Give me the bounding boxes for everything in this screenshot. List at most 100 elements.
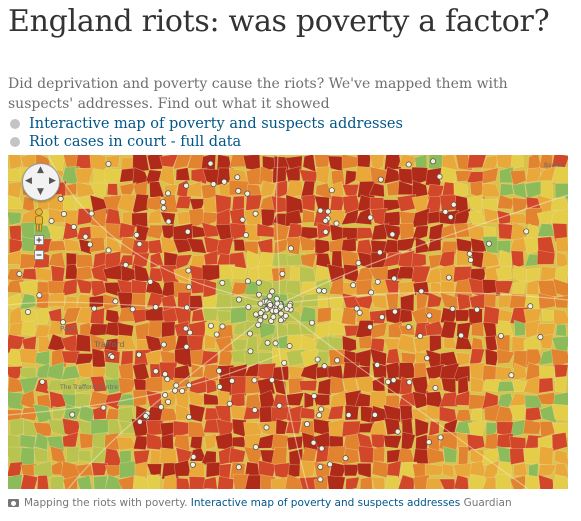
poverty-map[interactable]: Trafford The Trafford Centre Barton Park… (8, 155, 568, 489)
suspect-marker[interactable] (152, 304, 159, 311)
suspect-marker[interactable] (368, 289, 375, 296)
suspect-marker[interactable] (185, 284, 192, 290)
suspect-marker[interactable] (183, 304, 190, 311)
suspect-marker[interactable] (374, 278, 381, 285)
suspect-marker[interactable] (252, 444, 259, 451)
suspect-marker[interactable] (235, 464, 242, 471)
caption-map-link[interactable]: Interactive map of poverty and suspects … (190, 497, 461, 509)
suspect-marker[interactable] (418, 288, 425, 295)
suspect-marker[interactable] (308, 319, 315, 326)
suspect-marker[interactable] (442, 208, 449, 215)
suspect-marker[interactable] (377, 176, 384, 183)
suspect-marker[interactable] (100, 404, 107, 411)
suspect-marker[interactable] (57, 195, 64, 202)
suspect-marker[interactable] (485, 240, 492, 247)
suspect-marker[interactable] (508, 372, 515, 379)
suspect-marker[interactable] (69, 411, 76, 418)
suspect-marker[interactable] (317, 476, 324, 483)
suspect-marker[interactable] (374, 361, 381, 368)
suspect-marker[interactable] (182, 325, 189, 332)
suspect-marker[interactable] (186, 414, 193, 420)
suspect-marker[interactable] (142, 413, 149, 420)
suspect-marker[interactable] (60, 211, 67, 217)
suspect-marker[interactable] (263, 424, 270, 431)
suspect-marker[interactable] (270, 313, 277, 320)
suspect-marker[interactable] (264, 339, 271, 346)
suspect-marker[interactable] (278, 310, 284, 317)
suspect-marker[interactable] (328, 187, 335, 194)
suspect-marker[interactable] (16, 270, 23, 277)
suspect-marker[interactable] (60, 319, 66, 326)
suspect-marker[interactable] (458, 332, 465, 339)
suspect-marker[interactable] (450, 201, 457, 208)
suspect-marker[interactable] (109, 353, 116, 360)
suspect-marker[interactable] (394, 428, 401, 435)
suspect-marker[interactable] (133, 232, 140, 238)
suspect-marker[interactable] (255, 321, 262, 328)
suspect-marker[interactable] (252, 210, 259, 217)
suspect-marker[interactable] (527, 303, 534, 310)
suspect-marker[interactable] (162, 392, 169, 399)
suspect-marker[interactable] (162, 371, 169, 378)
suspect-marker[interactable] (391, 308, 398, 315)
suspect-marker[interactable] (208, 322, 214, 329)
suspect-marker[interactable] (172, 387, 178, 394)
pan-up-icon[interactable]: ▲ (37, 165, 44, 175)
suspect-marker[interactable] (342, 455, 349, 462)
suspect-marker[interactable] (160, 205, 167, 212)
suspect-marker[interactable] (432, 384, 439, 391)
suspect-marker[interactable] (221, 178, 228, 185)
suspect-marker[interactable] (122, 262, 129, 268)
suspect-marker[interactable] (245, 304, 252, 311)
suspect-marker[interactable] (164, 376, 171, 383)
suspect-marker[interactable] (310, 439, 317, 446)
suspect-marker[interactable] (353, 305, 360, 312)
pegman-icon[interactable] (32, 208, 46, 232)
suspect-marker[interactable] (376, 249, 383, 256)
suspect-marker[interactable] (314, 356, 321, 363)
suspect-marker[interactable] (278, 303, 284, 310)
suspect-marker[interactable] (311, 393, 318, 399)
suspect-marker[interactable] (266, 293, 273, 300)
suspect-marker[interactable] (326, 461, 333, 468)
suspect-marker[interactable] (160, 341, 167, 348)
suspect-marker[interactable] (243, 232, 249, 239)
suspect-marker[interactable] (406, 379, 413, 386)
suspect-marker[interactable] (129, 306, 136, 313)
suspect-marker[interactable] (183, 343, 190, 350)
suspect-marker[interactable] (244, 278, 251, 285)
suspect-marker[interactable] (318, 445, 325, 452)
suspect-marker[interactable] (391, 275, 398, 282)
suspect-marker[interactable] (105, 247, 112, 254)
suspect-marker[interactable] (350, 282, 357, 289)
suspect-marker[interactable] (333, 220, 340, 227)
suspect-marker[interactable] (210, 181, 217, 188)
suspect-marker[interactable] (190, 453, 197, 460)
suspect-marker[interactable] (136, 351, 142, 358)
suspect-marker[interactable] (405, 324, 412, 330)
suspect-marker[interactable] (334, 357, 341, 364)
suspect-marker[interactable] (317, 463, 324, 470)
suspect-marker[interactable] (282, 312, 289, 319)
suspect-marker[interactable] (136, 241, 143, 248)
suspect-marker[interactable] (152, 368, 159, 375)
suspect-marker[interactable] (371, 411, 378, 418)
suspect-marker[interactable] (207, 160, 214, 167)
suspect-marker[interactable] (466, 250, 473, 257)
suspect-marker[interactable] (253, 311, 259, 318)
suspect-marker[interactable] (251, 407, 258, 413)
suspect-marker[interactable] (105, 160, 112, 167)
suspect-marker[interactable] (322, 228, 329, 235)
suspect-marker[interactable] (235, 188, 242, 194)
suspect-marker[interactable] (186, 382, 193, 389)
suspect-marker[interactable] (216, 367, 223, 374)
suspect-marker[interactable] (247, 348, 254, 355)
suspect-marker[interactable] (537, 334, 544, 341)
suspect-marker[interactable] (226, 400, 233, 407)
zoom-control[interactable] (34, 235, 44, 261)
suspect-marker[interactable] (179, 388, 186, 394)
suspect-marker[interactable] (273, 307, 279, 314)
suspect-marker[interactable] (405, 161, 412, 168)
pan-control[interactable]: ▲ ▼ ◀ ▶ (22, 163, 60, 201)
suspect-marker[interactable] (112, 298, 119, 305)
